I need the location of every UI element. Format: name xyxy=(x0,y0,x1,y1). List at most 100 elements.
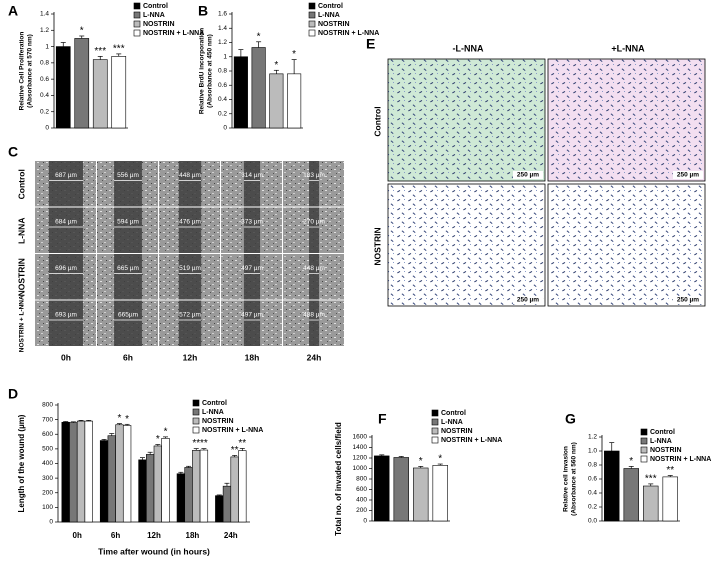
column-label: 12h xyxy=(183,352,198,362)
significance: ** xyxy=(238,438,246,449)
column-label: 18h xyxy=(245,352,260,362)
significance: *** xyxy=(645,474,657,485)
significance: * xyxy=(164,427,168,438)
y-tick-label: 600 xyxy=(42,431,53,438)
scale-box xyxy=(513,171,543,179)
y-tick-label: 0 xyxy=(363,518,367,525)
bar xyxy=(115,424,124,523)
measurement: 270 µm xyxy=(303,219,325,226)
bar xyxy=(184,467,193,523)
measurement: 448 µm xyxy=(179,172,201,179)
y-tick-label: 0.2 xyxy=(40,108,49,115)
bar xyxy=(374,455,390,522)
legend-swatch xyxy=(133,2,141,10)
y-tick-label: 800 xyxy=(356,476,367,483)
bar xyxy=(69,422,78,523)
bar xyxy=(230,456,239,523)
y-tick-label: 1.4 xyxy=(218,25,227,32)
bar xyxy=(199,449,209,523)
y-axis-title: (Absorbance at 560 nm) xyxy=(571,442,578,516)
y-tick-label: 700 xyxy=(42,416,53,423)
y-tick-label: 0 xyxy=(45,125,49,132)
wound-gap xyxy=(309,300,319,346)
wound-gap xyxy=(243,300,261,346)
legend-label: NOSTRIN xyxy=(441,428,473,435)
legend-swatch xyxy=(192,426,200,434)
significance: * xyxy=(117,413,121,424)
wound-gap xyxy=(178,254,202,300)
bar xyxy=(146,454,155,523)
significance: ** xyxy=(666,465,674,476)
y-axis-title: Length of the wound (µm) xyxy=(17,414,26,512)
legend-swatch xyxy=(308,20,316,28)
x-tick-label: 18h xyxy=(186,531,200,540)
legend-label: NOSTRIN + L-NNA xyxy=(318,30,379,37)
legend-swatch xyxy=(308,2,316,10)
significance: * xyxy=(438,454,442,465)
stained-cells xyxy=(388,59,545,181)
bar xyxy=(413,467,429,522)
measurement: 314 µm xyxy=(241,172,263,179)
stained-cells xyxy=(388,184,545,306)
panel-letter: B xyxy=(198,3,208,19)
bar xyxy=(111,56,127,129)
wound-gap xyxy=(114,300,142,346)
bar xyxy=(176,473,186,523)
y-tick-label: 1 xyxy=(223,53,227,60)
stained-cells xyxy=(548,184,705,306)
y-tick-label: 1600 xyxy=(353,434,368,441)
legend-swatch xyxy=(640,437,648,445)
legend-label: L-NNA xyxy=(441,419,463,426)
bar xyxy=(192,450,201,523)
legend-swatch xyxy=(431,409,439,417)
measurement: 572 µm xyxy=(179,312,201,319)
y-tick-label: 0.6 xyxy=(588,476,597,483)
y-tick-label: 1.2 xyxy=(588,434,597,441)
legend-label: L-NNA xyxy=(318,12,340,19)
legend-swatch xyxy=(640,428,648,436)
legend-label: L-NNA xyxy=(143,12,165,19)
bar xyxy=(604,450,620,522)
y-tick-label: 1.4 xyxy=(40,11,49,18)
y-tick-label: 200 xyxy=(42,489,53,496)
y-tick-label: 0.6 xyxy=(40,76,49,83)
measurement: 183 µm xyxy=(303,172,325,179)
wound-gap xyxy=(48,161,84,207)
bar xyxy=(122,425,132,523)
y-axis-title: Total no. of invaded cells/field xyxy=(334,422,343,536)
y-tick-label: 1.2 xyxy=(40,27,49,34)
wound-gap xyxy=(309,207,319,253)
bar xyxy=(233,56,248,129)
legend-label: L-NNA xyxy=(202,409,224,416)
wound-gap xyxy=(48,254,84,300)
y-tick-label: 800 xyxy=(42,402,53,409)
legend-label: NOSTRIN + L-NNA xyxy=(202,427,263,434)
significance: * xyxy=(274,60,278,71)
y-tick-label: 300 xyxy=(42,475,53,482)
y-tick-label: 0.6 xyxy=(218,82,227,89)
legend-label: Control xyxy=(441,410,466,417)
wound-gap xyxy=(114,254,142,300)
bar xyxy=(662,476,678,522)
y-tick-label: 1000 xyxy=(353,465,368,472)
row-label: Control xyxy=(16,169,26,199)
measurement: 594 µm xyxy=(117,219,139,226)
scale-bar: 250 µm xyxy=(677,297,699,304)
wound-gap xyxy=(243,207,261,253)
legend-swatch xyxy=(192,417,200,425)
bar xyxy=(76,420,86,523)
bar xyxy=(74,38,90,129)
measurement: 556 µm xyxy=(117,172,139,179)
scale-bar: 250 µm xyxy=(517,172,539,179)
significance: * xyxy=(629,456,633,467)
legend-label: NOSTRIN xyxy=(318,21,350,28)
y-axis-title: (Absorbance at 570 nm) xyxy=(27,34,34,108)
bar xyxy=(153,445,162,523)
measurement: 488 µm xyxy=(303,312,325,319)
significance: * xyxy=(80,26,84,37)
bar xyxy=(92,59,108,129)
wound-gap xyxy=(178,300,202,346)
column-label: +L-NNA xyxy=(611,43,645,53)
y-tick-label: 1.6 xyxy=(218,11,227,18)
